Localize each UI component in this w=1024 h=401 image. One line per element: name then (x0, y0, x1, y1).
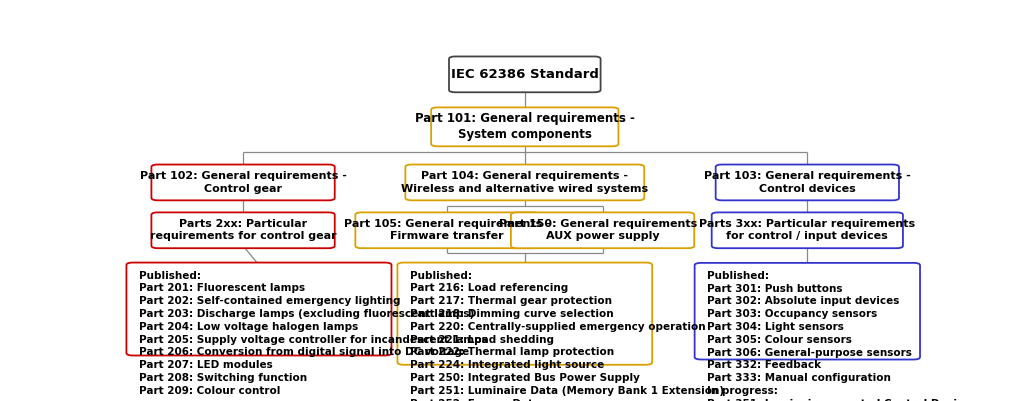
FancyBboxPatch shape (406, 164, 644, 200)
FancyBboxPatch shape (716, 164, 899, 200)
FancyBboxPatch shape (397, 263, 652, 365)
Text: Part 101: General requirements -
System components: Part 101: General requirements - System … (415, 112, 635, 142)
FancyBboxPatch shape (355, 213, 539, 248)
Text: Parts 2xx: Particular
requirements for control gear: Parts 2xx: Particular requirements for c… (150, 219, 337, 241)
FancyBboxPatch shape (694, 263, 920, 360)
FancyBboxPatch shape (449, 57, 601, 92)
FancyBboxPatch shape (126, 263, 391, 356)
Text: Part 102: General requirements -
Control gear: Part 102: General requirements - Control… (139, 171, 346, 194)
Text: Part 150: General requirements -
AUX power supply: Part 150: General requirements - AUX pow… (499, 219, 706, 241)
FancyBboxPatch shape (511, 213, 694, 248)
Text: Published:
Part 216: Load referencing
Part 217: Thermal gear protection
Part 218: Published: Part 216: Load referencing Pa… (411, 271, 724, 401)
Text: Part 104: General requirements -
Wireless and alternative wired systems: Part 104: General requirements - Wireles… (401, 171, 648, 194)
FancyBboxPatch shape (152, 164, 335, 200)
Text: Parts 3xx: Particular requirements
for control / input devices: Parts 3xx: Particular requirements for c… (699, 219, 915, 241)
Text: IEC 62386 Standard: IEC 62386 Standard (451, 68, 599, 81)
Text: Published:
Part 301: Push buttons
Part 302: Absolute input devices
Part 303: Occ: Published: Part 301: Push buttons Part 3… (708, 271, 977, 401)
Text: Part 103: General requirements -
Control devices: Part 103: General requirements - Control… (703, 171, 910, 194)
FancyBboxPatch shape (152, 213, 335, 248)
Text: Published:
Part 201: Fluorescent lamps
Part 202: Self-contained emergency lighti: Published: Part 201: Fluorescent lamps P… (139, 271, 487, 396)
FancyBboxPatch shape (431, 107, 618, 146)
FancyBboxPatch shape (712, 213, 903, 248)
Text: Part 105: General requirements -
Firmware transfer: Part 105: General requirements - Firmwar… (344, 219, 551, 241)
